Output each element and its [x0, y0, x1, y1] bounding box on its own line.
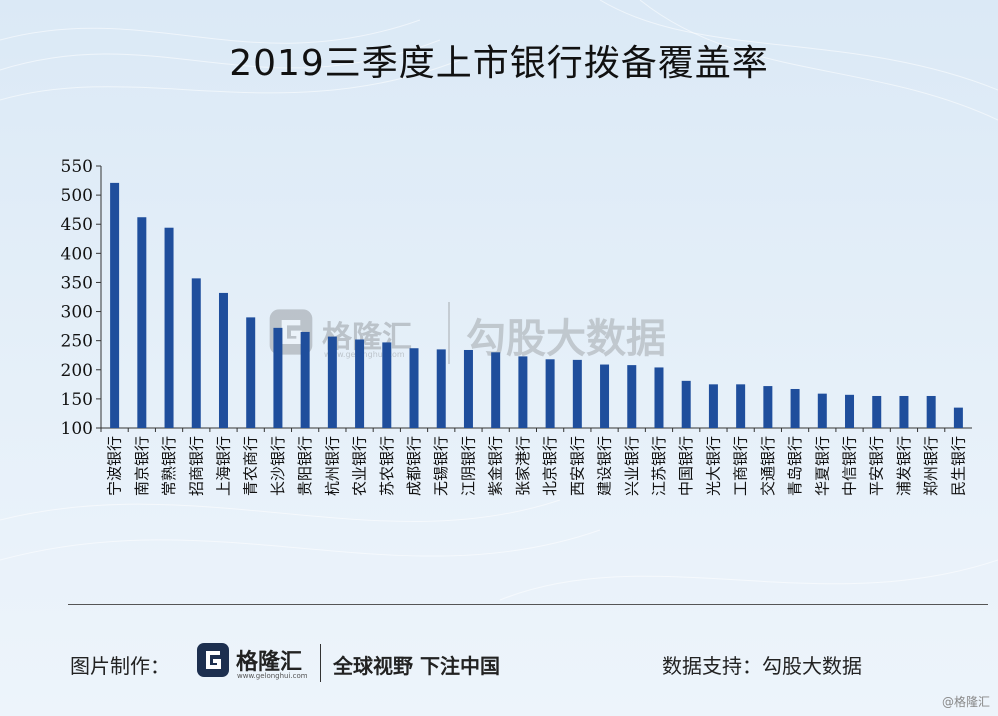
x-tick-label: 常熟银行 [160, 436, 178, 496]
x-tick-label: 紫金银行 [487, 436, 505, 496]
x-tick-label: 农业银行 [351, 436, 369, 496]
bar [600, 364, 610, 428]
x-tick-label: 杭州银行 [323, 436, 341, 496]
bar [164, 227, 174, 428]
bar [817, 393, 827, 428]
bar [899, 395, 909, 428]
bar [110, 182, 120, 428]
bar [436, 349, 446, 428]
bar [953, 407, 963, 428]
y-tick-label: 550 [61, 157, 93, 177]
x-tick-label: 南京银行 [133, 436, 151, 496]
footer-logo-separator [320, 644, 321, 682]
y-tick-label: 300 [61, 303, 93, 323]
footer-brand: 格隆汇 [236, 650, 303, 675]
y-tick-label: 350 [61, 273, 93, 293]
x-tick-label: 贵阳银行 [296, 436, 314, 496]
footer-divider [68, 604, 988, 605]
bar [518, 356, 528, 428]
bar [790, 388, 800, 428]
bar [273, 327, 283, 428]
x-tick-label: 光大银行 [704, 436, 722, 496]
x-tick-label: 中信银行 [841, 436, 859, 496]
x-tick-label: 苏农银行 [378, 436, 396, 496]
x-tick-label: 长沙银行 [269, 436, 287, 496]
footer-data-source: 数据支持：勾股大数据 [662, 654, 862, 678]
y-tick-label: 150 [61, 390, 93, 410]
bar [736, 384, 746, 428]
bar [654, 367, 664, 428]
bar [409, 348, 419, 428]
bar [327, 336, 337, 428]
bar-chart: 100 150 200 250 300 350 400 450 500 550 宁波银行 南京银行 常熟… [61, 157, 972, 496]
footer-slogan: 全球视野 下注中国 [333, 654, 500, 678]
footer-logo: 格隆汇 www.gelonghui.com 全球视野 下注中国 [196, 638, 526, 688]
footer-brand-domain: www.gelonghui.com [237, 672, 308, 680]
x-tick-label: 江苏银行 [650, 436, 668, 496]
bar [926, 395, 936, 428]
x-tick-label: 兴业银行 [623, 436, 641, 496]
watermark-brand: 格隆汇 [322, 320, 412, 355]
bar [872, 395, 882, 428]
x-tick-label: 北京银行 [541, 436, 559, 496]
bar [355, 339, 365, 428]
x-tick-label: 中国银行 [677, 436, 695, 496]
x-tick-label: 江阴银行 [459, 436, 477, 496]
x-tick-label: 青岛银行 [786, 436, 804, 496]
x-tick-label: 华夏银行 [813, 436, 831, 496]
bar [572, 359, 582, 428]
x-tick-label: 上海银行 [214, 436, 232, 496]
bar [491, 352, 501, 428]
bar [137, 217, 147, 428]
watermark-domain: www.gelonghui.com [324, 350, 405, 359]
bar [300, 331, 310, 428]
page-title: 2019三季度上市银行拨备覆盖率 [229, 43, 769, 84]
x-tick-label: 宁波银行 [106, 436, 124, 496]
x-tick-label: 成都银行 [405, 436, 423, 496]
bar [708, 384, 718, 428]
bar [246, 317, 256, 428]
x-tick-label: 张家港行 [514, 436, 532, 496]
gelonghui-logo-icon [197, 643, 229, 677]
x-tick-label: 西安银行 [568, 436, 586, 496]
x-tick-label: 建设银行 [596, 436, 614, 496]
x-tick-label: 青农商行 [242, 436, 260, 496]
bar [382, 342, 392, 428]
y-tick-label: 250 [61, 332, 93, 352]
y-tick-label: 100 [61, 419, 93, 439]
bar [681, 380, 691, 428]
x-tick-label: 无锡银行 [432, 436, 450, 496]
x-tick-label: 浦发银行 [895, 436, 913, 496]
x-tick-label: 郑州银行 [922, 436, 940, 496]
x-tick-label: 民生银行 [949, 436, 967, 496]
corner-watermark: @格隆汇 [941, 695, 990, 709]
x-tick-label: 平安银行 [868, 436, 886, 496]
bar [191, 278, 201, 428]
footer-credit-label: 图片制作： [70, 654, 170, 678]
y-tick-label: 500 [61, 186, 93, 206]
bar [545, 359, 555, 428]
bar [845, 394, 855, 428]
y-tick-label: 400 [61, 244, 93, 264]
y-tick-label: 450 [61, 215, 93, 235]
x-tick-label: 工商银行 [732, 436, 750, 496]
bar [763, 386, 773, 428]
x-tick-label: 招商银行 [187, 436, 205, 496]
watermark-separator [448, 302, 450, 364]
bar [627, 365, 637, 428]
bar [218, 292, 228, 428]
x-tick-label: 交通银行 [759, 436, 777, 496]
bar [463, 349, 473, 428]
y-tick-label: 200 [61, 361, 93, 381]
